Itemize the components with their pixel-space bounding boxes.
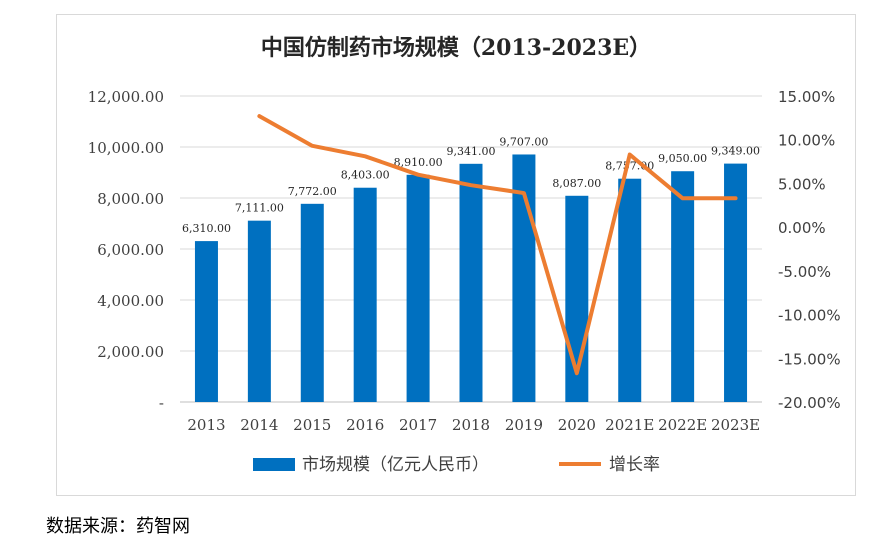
bar-data-label: 9,349.00	[711, 145, 760, 158]
right-axis-tick-label: 10.00%	[778, 132, 835, 150]
bar	[724, 163, 748, 402]
right-axis-tick-label: 0.00%	[778, 219, 826, 237]
source-text: 数据来源：药智网	[46, 516, 190, 537]
legend-bar-swatch	[253, 458, 295, 471]
bar	[247, 220, 271, 402]
growth-line-series	[257, 114, 738, 376]
bar	[459, 163, 483, 402]
growth-rate-point	[629, 154, 631, 156]
bar-series	[194, 154, 748, 402]
right-axis-tick-label: -5.00%	[778, 263, 831, 281]
x-axis-ticks: 2013 2014 2015 2016 2017 2018 2019 2020 2021E 202…	[187, 416, 760, 434]
x-axis-tick-label: 2020	[558, 416, 596, 434]
bar	[353, 187, 377, 402]
chart-frame: 中国仿制药市场规模（2013-2023E） 6,310.00 7,111.00 7,…	[56, 14, 856, 496]
growth-rate-point	[364, 155, 366, 157]
x-axis-tick-label: 2014	[240, 416, 278, 434]
bar	[618, 178, 642, 402]
right-axis-tick-label: -20.00%	[778, 394, 841, 412]
bar-data-label: 8,403.00	[341, 169, 390, 182]
source-note: 数据来源：药智网	[46, 512, 190, 538]
x-axis-tick-label: 2019	[505, 416, 543, 434]
bar-data-label: 9,707.00	[499, 135, 548, 148]
bar-data-label: 9,341.00	[447, 145, 496, 158]
growth-rate-point	[258, 115, 260, 117]
left-axis-tick-label: 8,000.00	[97, 190, 164, 208]
bar	[300, 203, 324, 402]
right-axis-tick-label: 5.00%	[778, 175, 826, 193]
x-axis-tick-label: 2018	[452, 416, 490, 434]
legend-line-label: 增长率	[609, 455, 660, 475]
x-axis-tick-label: 2023E	[711, 416, 760, 434]
bar-data-label: 9,050.00	[658, 152, 707, 165]
left-axis-tick-label: 6,000.00	[97, 241, 164, 259]
growth-rate-point	[576, 372, 578, 374]
bar-data-label: 6,310.00	[182, 222, 231, 235]
chart-svg: 中国仿制药市场规模（2013-2023E） 6,310.00 7,111.00 7,…	[88, 35, 841, 475]
left-axis-ticks: - 2,000.00 4,000.00 6,000.00 8,000.00 10,000.…	[88, 88, 164, 412]
bar-data-label: 8,087.00	[552, 177, 601, 190]
left-axis-tick-label: 2,000.00	[97, 343, 164, 361]
bar	[194, 241, 218, 402]
bar-data-label: 7,772.00	[288, 185, 337, 198]
bar	[671, 171, 695, 402]
growth-rate-point	[682, 197, 684, 199]
right-axis-ticks: -20.00% -15.00% -10.00% -5.00% 0.00% 5.00% 10.…	[778, 88, 841, 412]
growth-rate-line	[257, 114, 738, 376]
x-axis-tick-label: 2022E	[658, 416, 707, 434]
left-axis-tick-label: 12,000.00	[88, 88, 164, 106]
left-axis-tick-label: 10,000.00	[88, 139, 164, 157]
growth-rate-point	[470, 184, 472, 186]
legend: 市场规模（亿元人民币） 增长率	[253, 455, 660, 475]
chart-title: 中国仿制药市场规模（2013-2023E）	[261, 35, 651, 61]
x-axis-tick-label: 2013	[187, 416, 225, 434]
bar-data-label: 8,910.00	[394, 156, 443, 169]
growth-rate-point	[735, 197, 737, 199]
right-axis-tick-label: 15.00%	[778, 88, 835, 106]
growth-rate-point	[417, 174, 419, 176]
legend-bar-label: 市场规模（亿元人民币）	[302, 455, 489, 475]
bar-data-label: 7,111.00	[235, 202, 284, 215]
growth-rate-point	[311, 145, 313, 147]
x-axis-tick-label: 2017	[399, 416, 437, 434]
right-axis-tick-label: -15.00%	[778, 350, 841, 368]
bar	[406, 174, 430, 402]
x-axis-tick-label: 2021E	[605, 416, 654, 434]
bar-data-labels: 6,310.00 7,111.00 7,772.00 8,403.00 8,910.00…	[182, 135, 760, 235]
left-axis-tick-label: 4,000.00	[97, 292, 164, 310]
growth-rate-point	[523, 192, 525, 194]
x-axis-tick-label: 2016	[346, 416, 384, 434]
right-axis-tick-label: -10.00%	[778, 307, 841, 325]
left-axis-tick-label: -	[159, 394, 164, 412]
x-axis-tick-label: 2015	[293, 416, 331, 434]
